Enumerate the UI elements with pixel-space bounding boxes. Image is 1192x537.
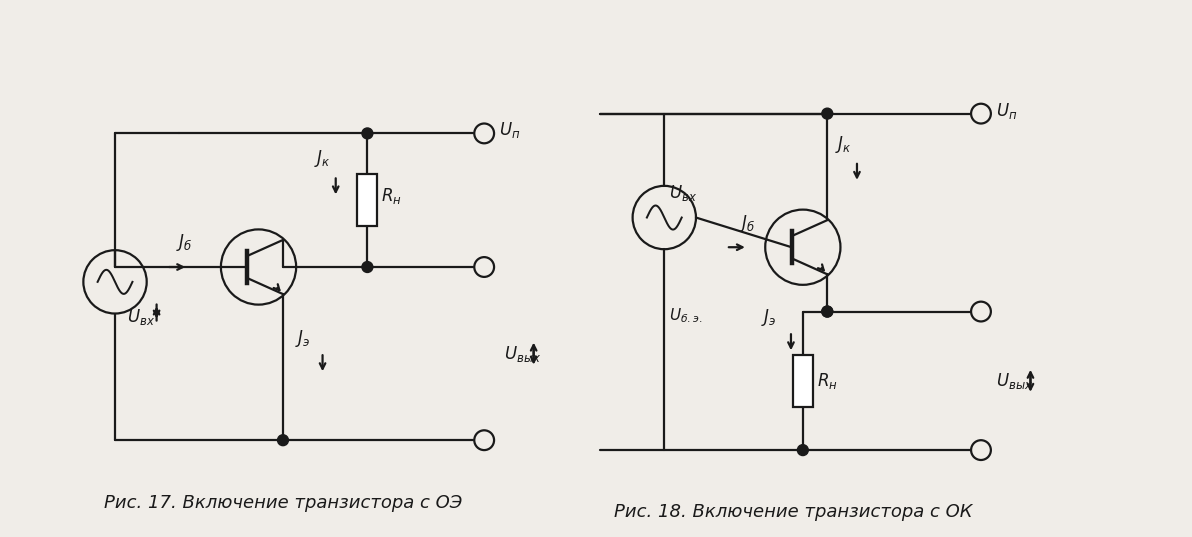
Text: $J_э$: $J_э$	[762, 307, 777, 328]
Text: Рис. 17. Включение транзистора с ОЭ: Рис. 17. Включение транзистора с ОЭ	[104, 494, 462, 512]
Text: $U_{б.э.}$: $U_{б.э.}$	[669, 307, 702, 325]
Text: $U_{вх}$: $U_{вх}$	[669, 183, 697, 202]
Circle shape	[362, 262, 373, 272]
Text: Рис. 18. Включение транзистора с ОК: Рис. 18. Включение транзистора с ОК	[614, 504, 973, 521]
Text: $U_{вых}$: $U_{вых}$	[995, 371, 1033, 391]
Text: $U_п$: $U_п$	[995, 100, 1017, 121]
Circle shape	[821, 108, 833, 119]
Text: $J_э$: $J_э$	[294, 328, 310, 350]
Circle shape	[362, 128, 373, 139]
Text: $J_к$: $J_к$	[315, 148, 330, 169]
Circle shape	[974, 443, 988, 457]
Circle shape	[821, 306, 833, 317]
Text: $J_б$: $J_б$	[739, 213, 756, 234]
Text: $J_к$: $J_к$	[836, 134, 852, 155]
Text: $U_{вх}$: $U_{вх}$	[126, 307, 155, 326]
Text: $J_б$: $J_б$	[176, 232, 193, 253]
Circle shape	[821, 306, 833, 317]
Bar	[358, 175, 378, 226]
Text: $R_н$: $R_н$	[817, 371, 838, 391]
Circle shape	[477, 127, 491, 140]
Circle shape	[477, 260, 491, 274]
Text: $U_п$: $U_п$	[499, 120, 521, 141]
Text: $R_н$: $R_н$	[381, 186, 402, 206]
Bar	[793, 355, 813, 407]
Circle shape	[974, 304, 988, 318]
Circle shape	[974, 107, 988, 120]
Circle shape	[797, 445, 808, 455]
Circle shape	[477, 433, 491, 447]
Text: $U_{вых}$: $U_{вых}$	[504, 344, 541, 364]
Circle shape	[278, 435, 288, 446]
